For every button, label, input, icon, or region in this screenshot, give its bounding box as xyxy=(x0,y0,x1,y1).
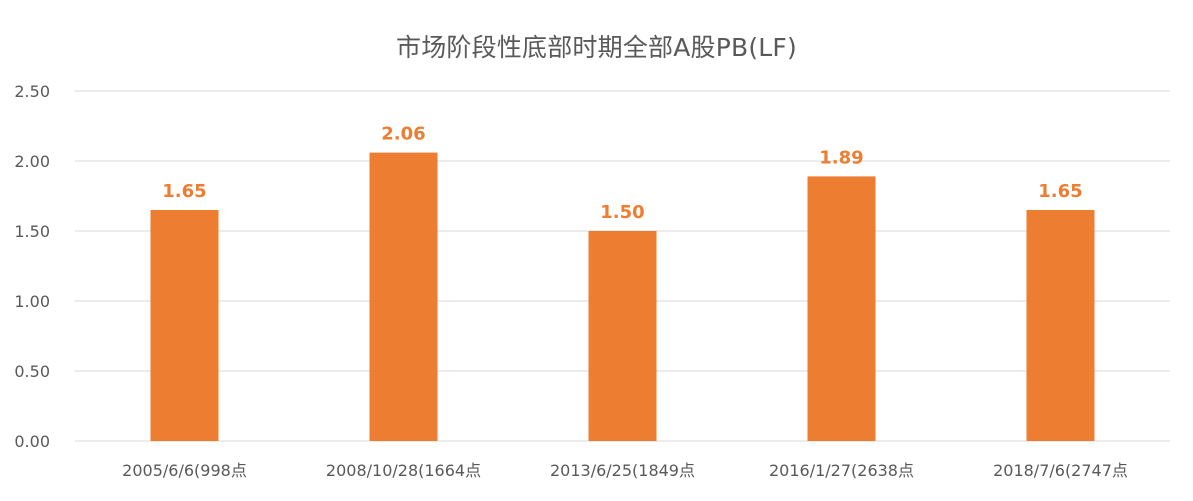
bar xyxy=(1026,210,1095,441)
bar xyxy=(369,152,438,441)
x-category-label: 2013/6/25(1849点 xyxy=(550,461,695,480)
y-tick-label: 0.00 xyxy=(14,432,50,451)
bar xyxy=(807,176,876,441)
y-tick-label: 1.00 xyxy=(14,292,50,311)
y-tick-label: 2.00 xyxy=(14,152,50,171)
y-tick-label: 1.50 xyxy=(14,222,50,241)
chart-title: 市场阶段性底部时期全部A股PB(LF) xyxy=(396,33,797,62)
data-label: 1.65 xyxy=(162,181,206,202)
x-category-label: 2016/1/27(2638点 xyxy=(769,461,914,480)
x-category-label: 2018/7/6(2747点 xyxy=(993,461,1128,480)
bar xyxy=(150,210,219,441)
data-label: 1.89 xyxy=(819,147,863,168)
data-label: 1.50 xyxy=(600,202,644,223)
bar xyxy=(588,231,657,441)
y-tick-label: 0.50 xyxy=(14,362,50,381)
y-tick-label: 2.50 xyxy=(14,82,50,101)
x-category-label: 2005/6/6(998点 xyxy=(122,461,247,480)
data-label: 1.65 xyxy=(1038,181,1082,202)
data-label: 2.06 xyxy=(381,124,425,145)
x-category-label: 2008/10/28(1664点 xyxy=(326,461,481,480)
